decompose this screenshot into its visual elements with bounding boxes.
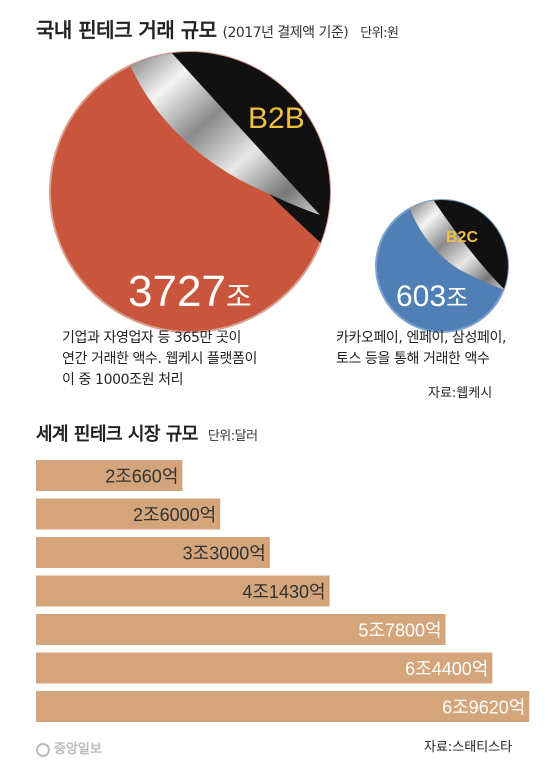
b2c-label: B2C xyxy=(446,229,478,246)
logo-mark-icon xyxy=(36,742,50,757)
bar-5 xyxy=(36,652,493,684)
b2c-value: 603조 xyxy=(396,280,468,313)
bar-label-2: 3조3000억 xyxy=(183,544,266,564)
bar-label-6: 6조9620억 xyxy=(442,698,525,718)
bar-1 xyxy=(36,498,221,530)
bar-label-5: 6조4400억 xyxy=(405,659,488,679)
bar-6 xyxy=(36,691,530,722)
domestic-circles-chart: B2B 3727조 B2C 603조 xyxy=(49,51,509,333)
domestic-unit: 단위:원 xyxy=(360,26,399,41)
b2c-description: 카카오페이, 엔페이, 삼성페이, 토스 등을 통해 거래한 액수 xyxy=(336,330,507,367)
bar-label-3: 4조1430억 xyxy=(242,582,325,602)
domestic-source: 자료:웹케시 xyxy=(428,386,493,401)
global-bar-chart: 2조660억 2조6000억 3조3000억 4조1430억 5조7800억 6조4400… xyxy=(36,460,530,722)
domestic-title: 국내 핀테크 거래 규모 (2017년 결제액 기준) 단위:원 xyxy=(36,18,399,42)
bar-label-4: 5조7800억 xyxy=(358,621,441,641)
bar-label-1: 2조6000억 xyxy=(133,505,216,525)
global-title: 세계 핀테크 시장 규모 단위:달러 xyxy=(36,424,258,445)
bar-label-0: 2조660억 xyxy=(105,467,178,487)
global-unit: 단위:달러 xyxy=(207,429,258,444)
bar-0 xyxy=(36,460,183,491)
b2b-description: 기업과 자영업자 등 365만 곳이 연간 거래한 액수. 웹케시 플랫폼이 이… xyxy=(62,330,257,388)
bar-2 xyxy=(36,537,270,568)
b2b-value: 3727조 xyxy=(128,267,252,316)
b2b-label: B2B xyxy=(248,102,305,135)
bar-4 xyxy=(36,614,446,645)
bar-3 xyxy=(36,575,330,607)
newspaper-logo: 중앙일보 xyxy=(36,738,102,757)
b2b-peel xyxy=(120,52,320,215)
b2c-peel xyxy=(405,200,505,290)
domestic-subtitle: (2017년 결제액 기준) xyxy=(222,25,349,41)
global-source: 자료:스태티스타 xyxy=(424,740,513,755)
